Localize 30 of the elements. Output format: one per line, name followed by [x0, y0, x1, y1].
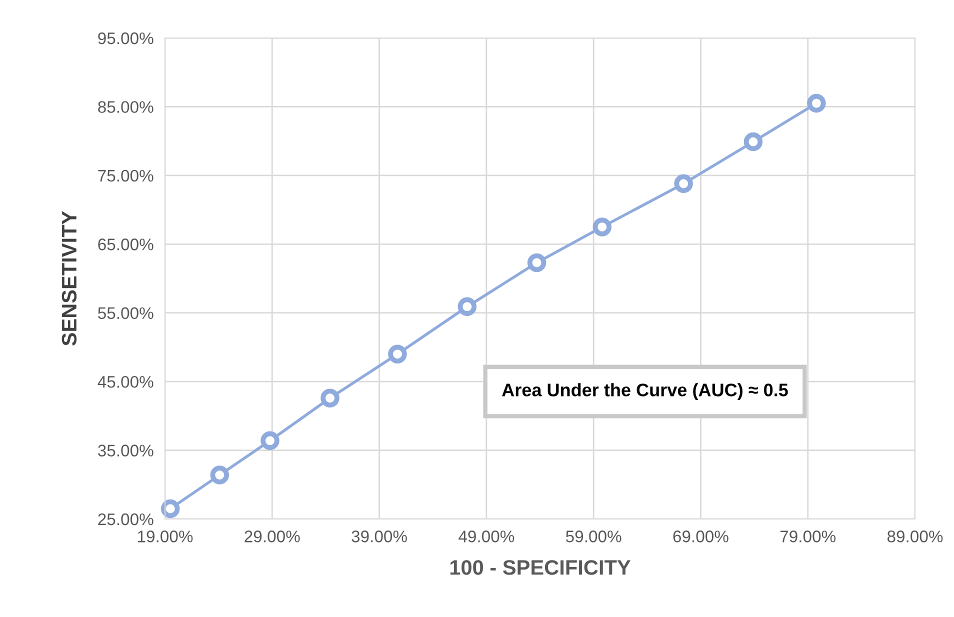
y-tick-label: 35.00%: [98, 444, 154, 456]
point: [674, 174, 693, 194]
x-tick-label: 39.00%: [352, 530, 407, 542]
point: [210, 466, 230, 484]
x-tick-label: 69.00%: [673, 530, 728, 542]
x-tick-label: 59.00%: [566, 530, 622, 542]
x-tick-label: 29.00%: [244, 530, 300, 542]
point: [592, 218, 612, 236]
point: [320, 388, 340, 408]
y-tick-label: 55.00%: [98, 307, 154, 320]
x-axis-title: 100 - SPECIFICITY: [450, 560, 631, 575]
y-tick-label: 45.00%: [98, 376, 154, 388]
point: [458, 297, 477, 316]
x-tick-label: 19.00%: [138, 530, 193, 542]
x-tick-label: 49.00%: [458, 530, 514, 542]
y-tick-label: 85.00%: [98, 101, 154, 113]
y-tick-label: 25.00%: [98, 513, 154, 526]
point: [527, 253, 546, 272]
point: [260, 431, 280, 450]
annotation: Area Under the Curve (AUC) ≈ 0.5: [502, 383, 788, 400]
point: [744, 132, 763, 152]
point: [388, 344, 407, 364]
point: [807, 94, 826, 113]
x-tick-label: 89.00%: [887, 530, 943, 542]
y-tick-label: 75.00%: [98, 170, 154, 182]
y-tick-label: 65.00%: [98, 238, 154, 250]
y-tick-label: 95.00%: [98, 32, 154, 44]
x-tick-label: 79.00%: [780, 530, 836, 542]
point: [160, 499, 180, 518]
y-axis-title: SENSETIVITY: [62, 211, 77, 346]
